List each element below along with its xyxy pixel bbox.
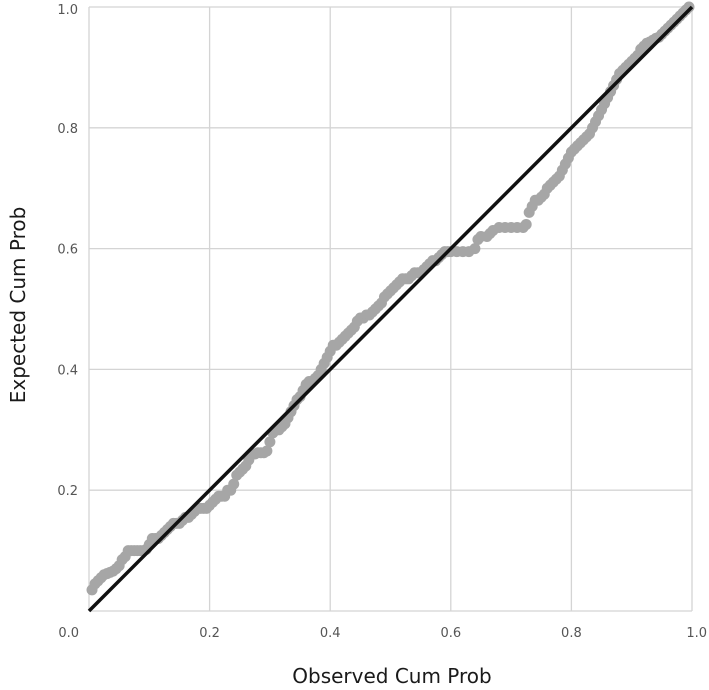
data-point [228, 478, 240, 490]
x-tick-label: 0.6 [440, 626, 461, 641]
x-tick-label: 0.0 [58, 626, 79, 641]
y-tick-label: 1.0 [57, 3, 78, 18]
y-axis-title: Expected Cum Prob [6, 207, 30, 404]
reference-line-layer [87, 5, 694, 613]
x-axis-title: Observed Cum Prob [292, 664, 491, 688]
x-tick-label: 0.4 [320, 626, 341, 641]
x-tick-label: 0.8 [561, 626, 582, 641]
x-tick-labels: 0.0 0.2 0.4 0.6 0.8 1.0 [58, 626, 707, 641]
data-point [683, 1, 695, 13]
y-tick-label: 0.4 [57, 363, 78, 378]
data-point [264, 436, 276, 448]
reference-line [87, 5, 694, 613]
x-tick-label: 0.2 [199, 626, 220, 641]
y-tick-label: 0.6 [57, 243, 78, 258]
data-points [86, 1, 695, 596]
data-point [261, 445, 273, 457]
y-tick-label: 0.8 [57, 122, 78, 137]
data-point [520, 218, 532, 230]
x-tick-label: 1.0 [686, 626, 707, 641]
gridlines [88, 6, 693, 612]
y-tick-labels: 0.2 0.4 0.6 0.8 1.0 [57, 3, 78, 499]
y-tick-label: 0.2 [57, 484, 78, 499]
data-point [469, 243, 481, 255]
